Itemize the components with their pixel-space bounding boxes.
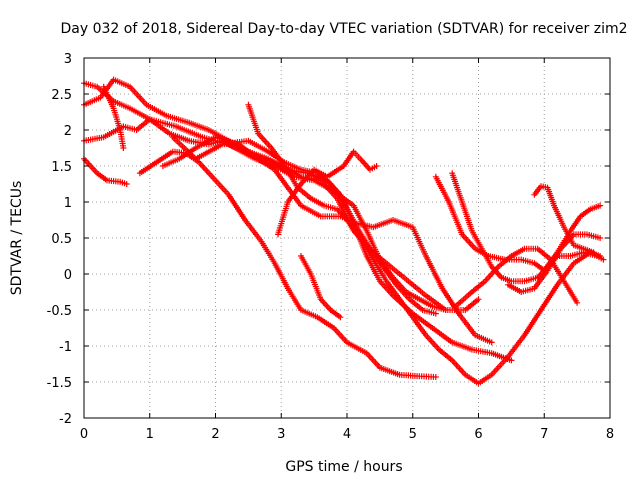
series-arc-16 bbox=[531, 183, 597, 256]
x-axis-label: GPS time / hours bbox=[285, 459, 402, 475]
y-axis-label: SDTVAR / TECUs bbox=[9, 181, 25, 296]
series-arc-10 bbox=[275, 148, 380, 238]
series-arc-4 bbox=[81, 155, 130, 187]
x-tick-label: 4 bbox=[343, 427, 351, 442]
series-markers bbox=[505, 231, 604, 295]
series-markers bbox=[275, 148, 380, 238]
y-tick-label: -2 bbox=[59, 412, 72, 427]
x-tick-label: 0 bbox=[80, 427, 88, 442]
series-markers bbox=[159, 134, 495, 346]
x-tick-label: 3 bbox=[277, 427, 285, 442]
y-tick-label: 1 bbox=[64, 196, 72, 211]
series-markers bbox=[136, 148, 439, 380]
series-arc-14 bbox=[452, 245, 581, 310]
series-markers bbox=[449, 170, 607, 285]
y-tick-label: -1.5 bbox=[47, 376, 72, 391]
y-tick-label: 0.5 bbox=[51, 232, 72, 247]
y-tick-label: 0 bbox=[64, 268, 72, 283]
series-arc-8 bbox=[169, 134, 439, 317]
y-tick-label: 2.5 bbox=[51, 88, 72, 103]
x-tick-label: 7 bbox=[540, 427, 548, 442]
x-tick-label: 8 bbox=[606, 427, 614, 442]
series-arc-15 bbox=[505, 231, 604, 295]
series-arc-6 bbox=[136, 148, 439, 380]
x-tick-label: 2 bbox=[211, 427, 219, 442]
series-markers bbox=[452, 245, 581, 310]
series-arc-13 bbox=[449, 170, 607, 285]
series-markers bbox=[531, 183, 597, 256]
series-arc-11 bbox=[298, 253, 344, 321]
x-tick-label: 5 bbox=[409, 427, 417, 442]
y-tick-label: 1.5 bbox=[51, 160, 72, 175]
series-arc-7 bbox=[159, 134, 495, 346]
series-markers bbox=[81, 155, 130, 187]
series-markers bbox=[298, 253, 344, 321]
y-tick-label: 3 bbox=[64, 52, 72, 67]
grid-lines bbox=[84, 58, 610, 418]
series-arc-9 bbox=[245, 101, 604, 387]
series-arc-5 bbox=[100, 83, 127, 151]
axis-ticks: 0 1 2 3 4 5 6 7 8 -2 -1.5 -1 -0.5 0 0.5 1 1.5 2 2.5 3 bbox=[47, 52, 615, 442]
y-tick-label: -0.5 bbox=[47, 304, 72, 319]
y-tick-label: -1 bbox=[59, 340, 72, 355]
y-tick-label: 2 bbox=[64, 124, 72, 139]
x-tick-label: 1 bbox=[146, 427, 154, 442]
chart-title: Day 032 of 2018, Sidereal Day-to-day VTE… bbox=[61, 21, 628, 37]
plot-data bbox=[81, 76, 607, 387]
x-tick-label: 6 bbox=[474, 427, 482, 442]
series-markers bbox=[245, 101, 604, 387]
series-markers bbox=[100, 83, 127, 151]
series-markers bbox=[169, 134, 439, 317]
